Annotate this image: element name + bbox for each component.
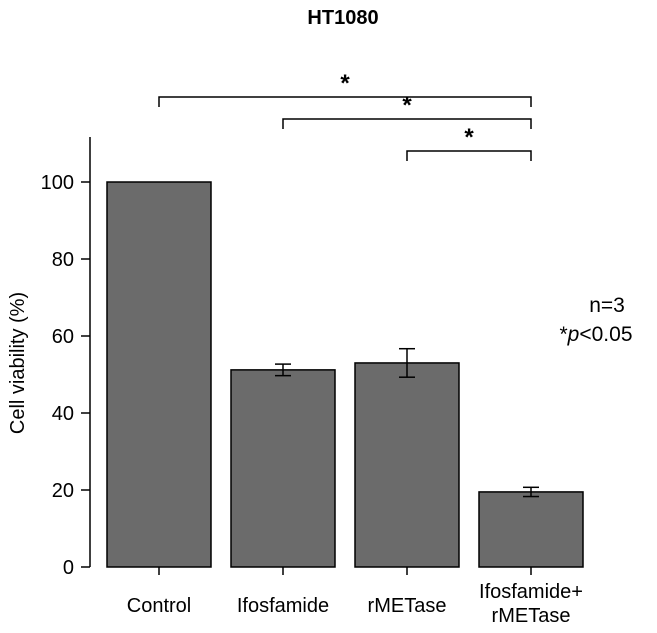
x-tick-label: Ifosfamide	[237, 595, 329, 617]
significance-brackets: * * *	[158, 70, 532, 161]
y-tick-label: 0	[63, 557, 74, 579]
significance-star: *	[340, 70, 350, 97]
significance-star: *	[402, 92, 412, 119]
bars-group	[106, 181, 584, 568]
sample-size-note: n=3	[589, 294, 625, 317]
y-axis: 0 20 40 60 80 100	[41, 137, 91, 579]
bar	[354, 362, 460, 568]
significance-star: *	[464, 124, 474, 151]
y-tick-label: 60	[52, 326, 74, 348]
significance-bracket	[282, 118, 532, 129]
x-tick-label: Ifosfamide+ rMETase	[479, 581, 583, 627]
significance-bracket	[158, 96, 532, 107]
x-tick-label: Control	[127, 595, 191, 617]
y-tick-label: 20	[52, 480, 74, 502]
y-axis-label: Cell viability (%)	[7, 292, 29, 434]
bar	[478, 491, 584, 568]
x-tick-label: rMETase	[368, 595, 447, 617]
significance-bracket	[406, 150, 532, 161]
chart-title: HT1080	[307, 7, 378, 29]
significance-note: *p<0.05	[559, 323, 632, 346]
x-axis-labels: Control Ifosfamide rMETase Ifosfamide+ rMETa…	[127, 567, 583, 627]
y-tick-label: 80	[52, 249, 74, 271]
bar	[106, 181, 212, 568]
y-tick-label: 40	[52, 403, 74, 425]
bar	[230, 369, 336, 568]
y-tick-label: 100	[41, 172, 74, 194]
